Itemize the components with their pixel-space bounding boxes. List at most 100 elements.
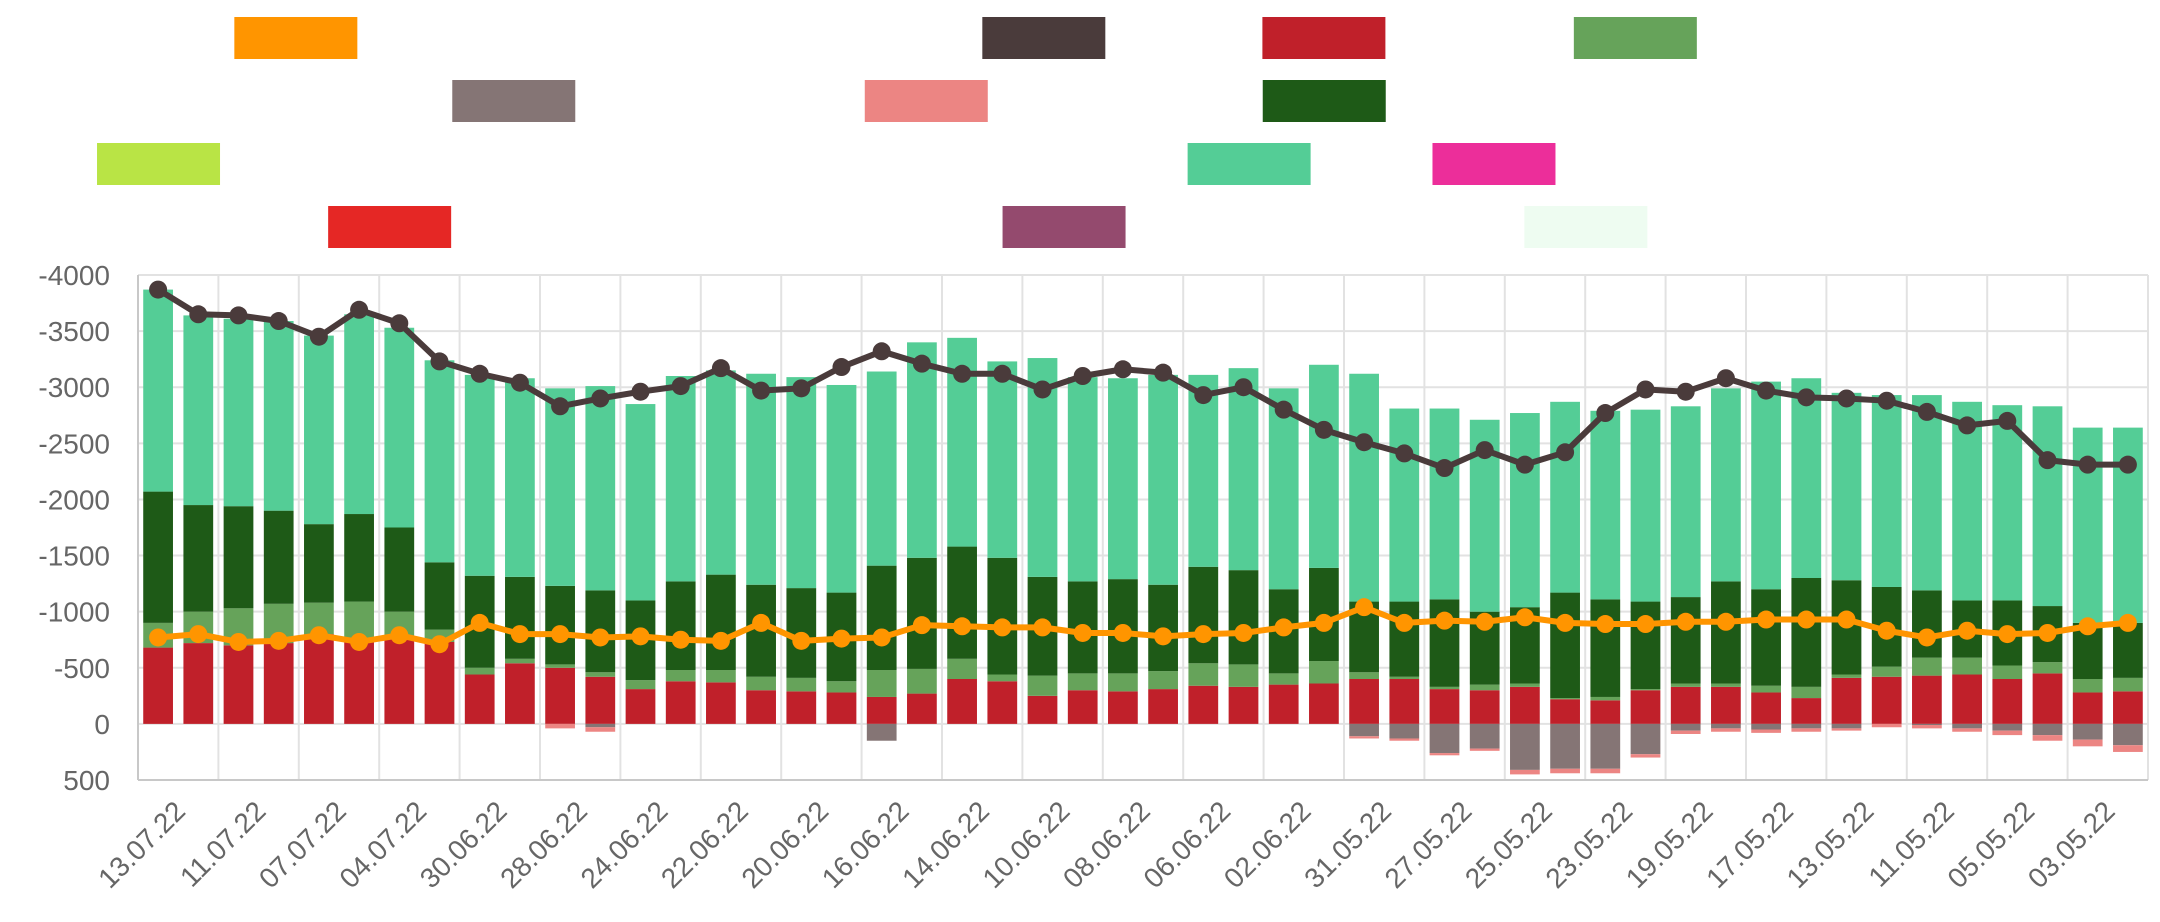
bar-segment (907, 668, 937, 694)
bar-segment (585, 727, 616, 732)
line-point (1757, 381, 1776, 400)
line-point (2078, 455, 2097, 474)
bar-segment (1228, 368, 1259, 571)
bar-segment (746, 373, 776, 585)
line-point (1958, 416, 1977, 435)
x-tick-label: 28.06.22 (494, 795, 593, 894)
legend-swatch (1573, 17, 1697, 59)
bar-segment (1952, 723, 1982, 729)
line-point (832, 629, 851, 648)
line-point (1073, 623, 1092, 642)
bar-segment (2113, 622, 2143, 678)
x-tick-label: 24.06.22 (575, 795, 674, 894)
bar-segment (786, 677, 817, 692)
line-point (1837, 389, 1856, 408)
bar-segment (545, 388, 575, 586)
bar-segment (1711, 388, 1741, 582)
bar-segment (1389, 738, 1420, 741)
bar-segment (786, 377, 817, 589)
bar-segment (1711, 728, 1741, 732)
bar-segment (1469, 748, 1500, 751)
bar-segment (304, 335, 334, 525)
bar-segment (1912, 395, 1942, 591)
bar-segment (1148, 671, 1178, 690)
legend-swatch (328, 206, 452, 248)
line-point (912, 616, 931, 635)
bar-segment (1751, 729, 1781, 733)
bar-segment (1309, 683, 1339, 724)
bar-segment (1228, 570, 1259, 665)
line-point (631, 627, 650, 646)
bar-segment (1831, 392, 1862, 581)
line-point (1314, 420, 1333, 439)
bar-segment (1268, 388, 1299, 590)
line-point (229, 632, 248, 651)
line-point (1877, 391, 1896, 410)
bar-segment (1510, 769, 1540, 775)
bar-segment (263, 643, 294, 724)
bar-segment (1349, 736, 1379, 739)
line-point (1113, 623, 1132, 642)
bar-segment (746, 690, 776, 724)
bar-segment (1067, 673, 1098, 691)
line-point (229, 306, 248, 325)
y-tick-label: 500 (63, 765, 110, 796)
line-point (1917, 402, 1936, 421)
bar-segment (1469, 723, 1500, 749)
bar-segment (1791, 378, 1822, 578)
bar-segment (1309, 364, 1339, 568)
bar-segment (464, 374, 495, 576)
y-tick-label: -3000 (38, 372, 110, 403)
line-point (1716, 612, 1735, 631)
bar-segment (2072, 692, 2103, 724)
bar-segment (866, 723, 897, 741)
x-tick-label: 07.07.22 (253, 795, 352, 894)
line-point (309, 327, 328, 346)
line-point (269, 631, 288, 650)
y-tick-label: -1000 (38, 597, 110, 628)
y-tick-label: 0 (94, 709, 110, 740)
bar-segment (1791, 578, 1822, 687)
bar-segment (826, 681, 857, 693)
legend-swatch (234, 17, 358, 59)
line-point (1475, 441, 1494, 460)
line-point (711, 631, 730, 650)
legend-swatch (452, 80, 576, 122)
bar-segment (1831, 677, 1862, 724)
x-tick-label: 23.05.22 (1539, 795, 1638, 894)
bar-segment (746, 676, 776, 691)
bar-segment (1670, 683, 1701, 687)
line-point (953, 364, 972, 383)
bar-segment (786, 691, 817, 724)
bar-segment (987, 681, 1018, 724)
bar-segment (1148, 374, 1178, 585)
line-point (1073, 367, 1092, 385)
bar-segment (1188, 663, 1219, 686)
line-point (1676, 382, 1695, 401)
bar-segment (2032, 673, 2063, 724)
bar-segment (1912, 657, 1942, 676)
bar-segment (384, 636, 415, 724)
bar-segment (384, 327, 415, 528)
line-point (189, 305, 208, 324)
x-tick-label: 04.07.22 (333, 795, 432, 894)
bar-segment (2072, 679, 2103, 693)
legend-swatch (1002, 206, 1126, 248)
bar-segment (1751, 723, 1781, 730)
line-point (953, 617, 972, 636)
bar-segment (947, 658, 977, 679)
bar-segment (1751, 589, 1781, 686)
bar-segment (1711, 723, 1741, 729)
line-point (1797, 610, 1816, 629)
x-tick-label: 17.05.22 (1700, 795, 1799, 894)
bar-segment (1751, 685, 1781, 693)
line-point (350, 632, 369, 651)
bar-segment (545, 667, 575, 724)
bar-segment (1630, 723, 1661, 755)
bar-segment (1349, 679, 1379, 724)
bar-segment (1228, 664, 1259, 687)
bar-segment (1831, 674, 1862, 678)
bar-segment (1510, 723, 1540, 770)
line-point (1998, 411, 2017, 430)
bar-segment (1952, 728, 1982, 732)
